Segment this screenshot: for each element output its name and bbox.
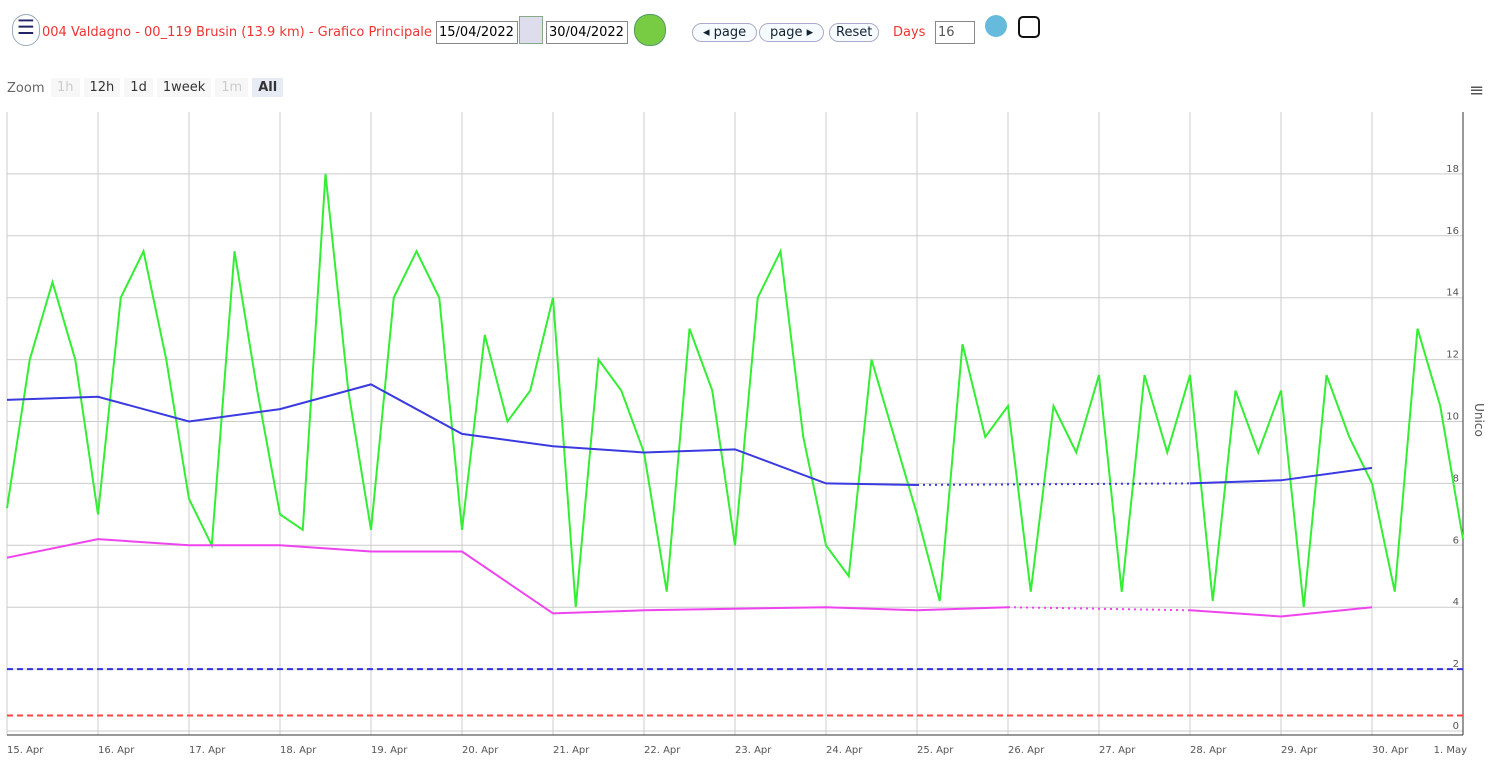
x-tick-label: 20. Apr [462,745,499,756]
series-line [6,383,1373,486]
zoom-button[interactable]: 1week [156,78,212,97]
prev-page[interactable]: ◂ page [692,23,758,42]
reset[interactable]: Reset [829,23,880,42]
next-page[interactable]: page ▸ [759,23,825,42]
x-tick-label: 18. Apr [280,745,317,756]
y-tick-label: 10 [1446,412,1459,423]
date-from[interactable]: 15/04/2022 [436,21,518,44]
y-tick-label: 16 [1446,226,1459,237]
zoom-label: Zoom [7,81,45,96]
zoom-button[interactable]: 1m [215,78,249,97]
y-tick-label: 4 [1453,597,1459,608]
days-input[interactable]: 16 [935,21,975,44]
calendar-icon[interactable] [519,16,543,44]
x-tick-label: 21. Apr [553,745,590,756]
x-tick-label: 1. May [1434,745,1467,756]
x-tick-label: 24. Apr [826,745,863,756]
menu-button[interactable]: ☰ [12,14,40,46]
zoom-button[interactable]: 12h [83,78,121,97]
x-tick-label: 27. Apr [1099,745,1136,756]
y-tick-label: 18 [1446,164,1459,175]
y-axis-label: Unico [1472,403,1486,437]
x-tick-label: 16. Apr [98,745,135,756]
expand-icon[interactable] [1018,16,1040,38]
x-tick-label: 25. Apr [917,745,954,756]
x-tick-label: 15. Apr [7,745,44,756]
title: 004 Valdagno - 00_119 Brusin (13.9 km) -… [42,25,432,40]
y-tick-label: 0 [1453,721,1459,732]
y-tick-label: 14 [1446,288,1459,299]
x-tick-label: 22. Apr [644,745,681,756]
y-tick-label: 6 [1453,535,1459,546]
y-tick-label: 2 [1453,659,1459,670]
date-to[interactable]: 30/04/2022 [546,21,628,44]
zoom-button[interactable]: All [252,78,284,97]
zoom-button[interactable]: 1d [124,78,153,97]
y-tick-label: 12 [1446,350,1459,361]
days-label: Days [893,25,926,40]
x-tick-label: 28. Apr [1190,745,1227,756]
x-tick-label: 30. Apr [1372,745,1409,756]
series-line [6,538,1373,618]
gap-connector [1007,606,1191,612]
zoom-button[interactable]: 1h [51,78,80,97]
go-icon[interactable] [634,14,666,46]
x-tick-label: 17. Apr [189,745,226,756]
chart-menu[interactable]: ≡ [1469,80,1485,101]
x-tick-label: 26. Apr [1008,745,1045,756]
y-tick-label: 8 [1453,473,1459,484]
x-tick-label: 23. Apr [735,745,772,756]
x-tick-label: 29. Apr [1281,745,1318,756]
series-line [6,173,1464,608]
settings-icon[interactable] [985,15,1007,37]
x-tick-label: 19. Apr [371,745,408,756]
